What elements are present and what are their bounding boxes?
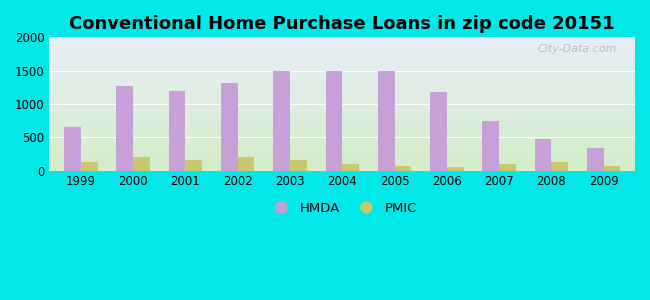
Bar [395, 166, 411, 171]
Bar [273, 71, 290, 171]
Title: Conventional Home Purchase Loans in zip code 20151: Conventional Home Purchase Loans in zip … [70, 15, 615, 33]
Bar [238, 157, 254, 171]
Bar [326, 70, 343, 171]
Bar [221, 82, 238, 171]
Bar [604, 166, 620, 171]
Bar [430, 92, 447, 171]
Bar [133, 157, 150, 171]
Bar [290, 160, 307, 171]
Bar [169, 91, 185, 171]
Text: City-Data.com: City-Data.com [538, 44, 617, 54]
Legend: HMDA, PMIC: HMDA, PMIC [263, 196, 422, 220]
Bar [587, 148, 604, 171]
Bar [116, 86, 133, 171]
Bar [482, 121, 499, 171]
Bar [378, 71, 395, 171]
Bar [64, 127, 81, 171]
Bar [551, 162, 568, 171]
Bar [447, 167, 463, 171]
Bar [81, 162, 98, 171]
Bar [499, 164, 516, 171]
Bar [343, 164, 359, 171]
Bar [535, 139, 551, 171]
Bar [185, 160, 202, 171]
